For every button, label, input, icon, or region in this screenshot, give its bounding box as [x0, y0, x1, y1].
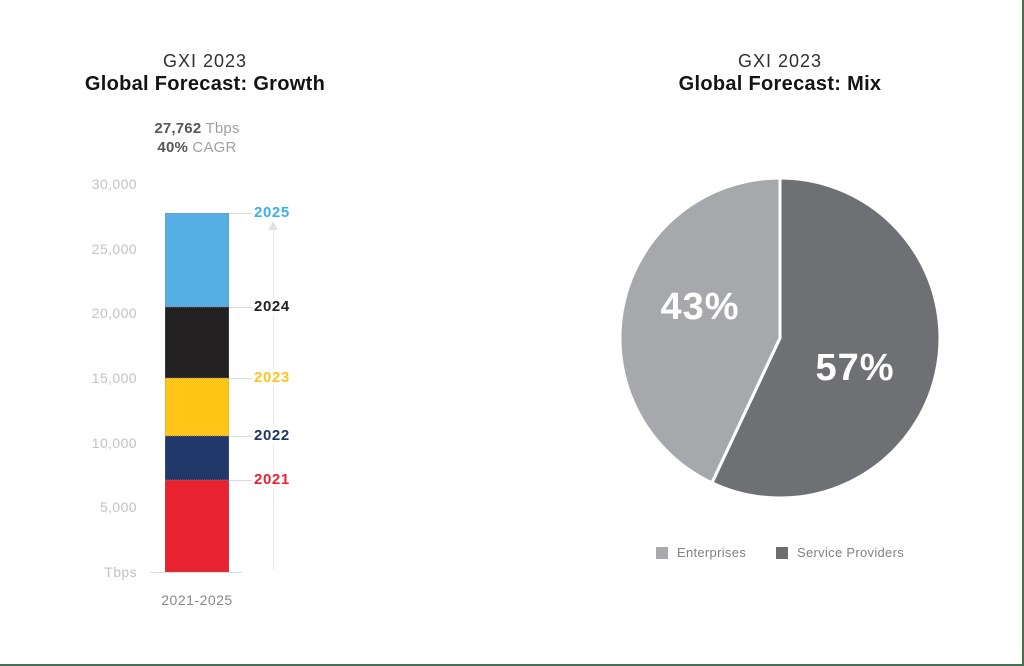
legend-label: Enterprises	[676, 545, 747, 560]
year-label-2022: 2022	[252, 426, 292, 444]
y-axis-tick-label: 25,000	[91, 240, 137, 257]
growth-baseline	[150, 572, 242, 573]
growth-x-axis-label: 2021-2025	[161, 592, 233, 608]
legend-item-service-providers: Service Providers	[776, 545, 904, 560]
pie-percent-label-enterprises: 43%	[660, 286, 739, 328]
year-label-2021: 2021	[252, 470, 292, 488]
y-axis-tick-label: 10,000	[91, 434, 137, 451]
segment-connector-2025	[229, 213, 252, 214]
mix-legend: Enterprises Service Providers	[610, 545, 950, 560]
y-axis-tick-label: 20,000	[91, 305, 137, 322]
bar-segment-2022	[165, 435, 229, 480]
growth-annotation-value: 27,762	[154, 120, 202, 137]
year-label-2025: 2025	[252, 203, 292, 221]
growth-arrow-line	[273, 229, 274, 570]
segment-connector-2023	[229, 378, 252, 379]
growth-annotation-value-unit: Tbps	[205, 120, 240, 137]
mix-title-line2: Global Forecast: Mix	[678, 73, 882, 95]
growth-annotation-bandwidth: 27,762 Tbps	[97, 119, 297, 138]
pie-percent-label-service-providers: 57%	[815, 347, 894, 389]
growth-annotation: 27,762 Tbps 40% CAGR	[97, 119, 297, 157]
growth-chart-title: GXI 2023 Global Forecast: Growth	[55, 50, 355, 96]
legend-swatch-icon	[776, 546, 789, 559]
legend-swatch-icon	[655, 546, 668, 559]
pie-slice-enterprises	[618, 176, 782, 485]
y-axis-tick-label: Tbps	[104, 564, 137, 580]
year-label-2023: 2023	[252, 369, 292, 386]
growth-annotation-cagr-unit: CAGR	[192, 139, 237, 156]
growth-annotation-cagr: 40% CAGR	[97, 138, 297, 157]
legend-item-enterprises: Enterprises	[655, 545, 747, 560]
legend-label: Service Providers	[797, 545, 905, 560]
growth-arrow-up-icon	[268, 221, 278, 230]
mix-title-line1: GXI 2023	[737, 51, 823, 71]
y-axis-tick-label: 15,000	[91, 370, 137, 386]
segment-connector-2021	[229, 480, 252, 481]
mix-chart-title: GXI 2023 Global Forecast: Mix	[630, 50, 930, 96]
segment-connector-2022	[229, 436, 252, 437]
mix-pie-chart: 57% 43%	[618, 176, 942, 500]
segment-connector-2024	[229, 307, 252, 308]
bar-segment-2023	[165, 378, 229, 436]
pie-slice-service-providers	[710, 176, 942, 500]
bar-segment-2024	[165, 306, 229, 378]
growth-annotation-cagr-value: 40%	[157, 139, 189, 156]
y-axis-tick-label: 30,000	[91, 176, 137, 192]
growth-title-line1: GXI 2023	[162, 51, 248, 71]
growth-title-line2: Global Forecast: Growth	[84, 73, 326, 95]
y-axis-tick-label: 5,000	[99, 499, 137, 516]
bar-segment-2021	[165, 479, 229, 572]
bar-segment-2025	[165, 212, 229, 307]
year-label-2024: 2024	[252, 297, 292, 315]
